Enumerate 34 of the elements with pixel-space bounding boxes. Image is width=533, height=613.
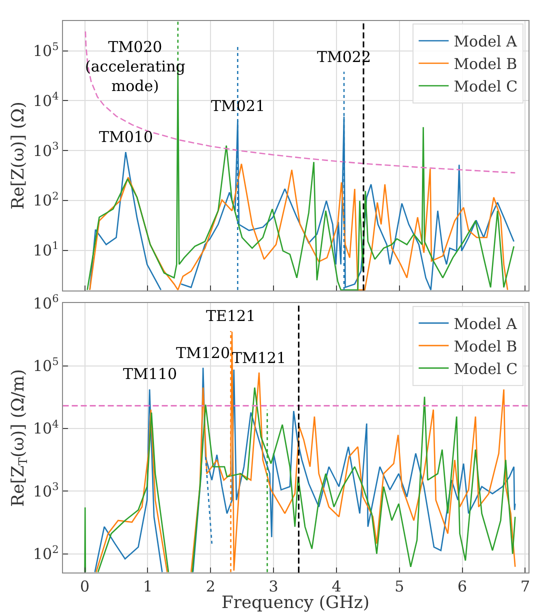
- y-tick-label: 10$^{4}$: [32, 418, 60, 438]
- y-tick-label: 10$^{4}$: [32, 90, 60, 110]
- legend-label: Model B: [454, 337, 518, 356]
- y-tick-label: 10$^{5}$: [32, 356, 59, 376]
- annotation: TE121: [206, 307, 256, 325]
- legend-label: Model C: [454, 78, 518, 96]
- annotation: TM010: [99, 128, 153, 146]
- y-tick-label: 10$^{2}$: [32, 544, 59, 564]
- y-tick-label: 10$^{2}$: [32, 190, 59, 210]
- line-series: [84, 30, 516, 174]
- y-tick-label: 10$^{1}$: [32, 240, 59, 260]
- annotation: TM120: [176, 344, 230, 362]
- x-tick-label: 2: [206, 578, 216, 596]
- y-axis-title: Re[Z(ω)] (Ω): [8, 102, 29, 210]
- legend-label: Model A: [454, 32, 518, 51]
- x-tick-label: 1: [142, 578, 152, 596]
- x-tick-label: 6: [458, 578, 468, 596]
- legend-label: Model C: [454, 360, 518, 378]
- y-tick-label: 10$^{3}$: [32, 481, 59, 500]
- y-tick-label: 10$^{5}$: [32, 40, 59, 60]
- legend-label: Model A: [454, 314, 518, 333]
- x-tick-label: 5: [394, 578, 404, 596]
- x-axis-title: Frequency (GHz): [222, 593, 370, 613]
- x-tick-label: 7: [520, 578, 530, 596]
- x-tick-label: 3: [268, 578, 278, 596]
- line-series: [89, 163, 508, 290]
- x-tick-label: 4: [332, 578, 342, 596]
- y-tick-label: 10$^{3}$: [32, 140, 59, 160]
- annotation: TM021: [211, 97, 265, 115]
- annotation: TM022: [317, 48, 371, 66]
- legend-label: Model B: [454, 55, 518, 74]
- annotation: TM110: [123, 365, 177, 383]
- y-tick-label: 10$^{6}$: [32, 293, 60, 312]
- x-tick-label: 0: [80, 578, 90, 596]
